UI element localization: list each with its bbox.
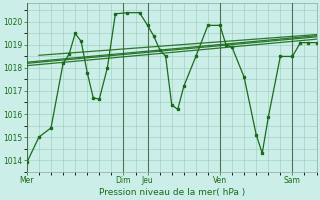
X-axis label: Pression niveau de la mer( hPa ): Pression niveau de la mer( hPa ) [99, 188, 245, 197]
